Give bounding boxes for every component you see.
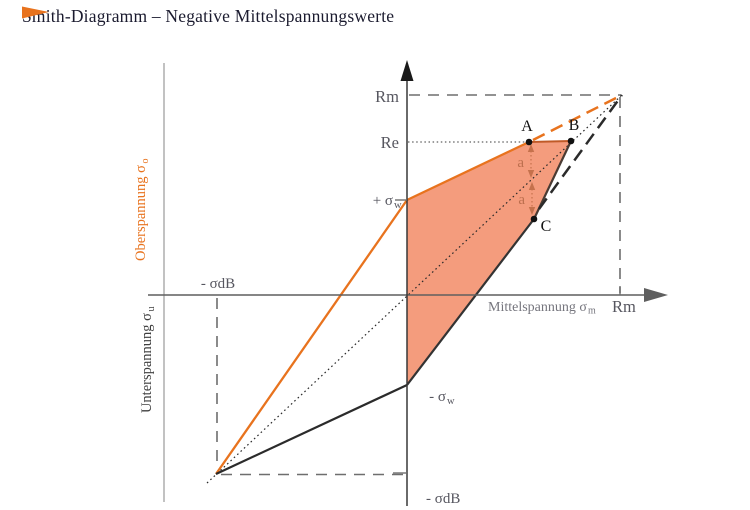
point-c-label: C [541, 218, 552, 235]
upper-stress-axis-label: Oberspannung σ [133, 165, 149, 261]
y-axis-lower-title: Unterspannung σ u [139, 307, 157, 414]
point-b-label: B [569, 117, 580, 134]
tick-label-re: Re [381, 133, 399, 152]
amplitude-measure-upper [527, 144, 535, 178]
arrow-down-icon [527, 170, 535, 178]
yield-cutoff-edge-a-b [528, 139, 572, 144]
tick-label-minus-sigma-w: - σ [429, 389, 446, 405]
tick-label-minus-sigma-w-sub: w [447, 396, 455, 407]
page-title: Smith-Diagramm – Negative Mittelspannung… [22, 6, 395, 26]
measure-label-a1: a [517, 155, 524, 171]
y-axis-arrow-icon [400, 60, 414, 81]
lower-stress-boundary-lower-segment [215, 384, 408, 475]
tick-label-minus-sigma-db-bottom: - σdB [426, 491, 460, 507]
tick-label-plus-sigma-w-sub: w [394, 200, 402, 211]
measure-label-a2: a [518, 192, 525, 208]
x-axis-label-sub: m [588, 306, 596, 317]
lower-stress-boundary-upper-segment [406, 218, 535, 386]
x-axis-rm-label: Rm [612, 297, 636, 316]
x-axis-label: Mittelspannung σ [488, 300, 587, 315]
amplitude-measure-lower [528, 182, 536, 215]
arrow-up-icon [527, 144, 535, 152]
y-axis-upper-title: Oberspannung σ o [133, 159, 151, 262]
lower-stress-axis-label-sub: u [146, 307, 157, 312]
x-axis-arrow-icon [644, 288, 668, 302]
page-header: Smith-Diagramm – Negative Mittelspannung… [22, 6, 394, 27]
tick-label-rm: Rm [375, 87, 399, 106]
lower-stress-axis-label: Unterspannung σ [139, 313, 155, 413]
point-a-label: A [521, 118, 533, 135]
tick-label-minus-sigma-db-left: - σdB [201, 276, 235, 292]
point-b-marker [567, 137, 575, 145]
arrow-down-icon [528, 207, 536, 215]
point-a-marker [525, 138, 533, 146]
arrow-right-icon [22, 6, 49, 19]
lower-boundary-dashed-continuation [537, 94, 624, 210]
upper-stress-axis-label-sub: o [140, 159, 151, 164]
tick-label-plus-sigma-w: + σ [373, 193, 393, 209]
arrow-up-icon [528, 182, 536, 190]
point-c-marker [530, 215, 538, 223]
upper-boundary-dashed-continuation [532, 93, 623, 142]
admissible-region-fill [407, 141, 571, 385]
